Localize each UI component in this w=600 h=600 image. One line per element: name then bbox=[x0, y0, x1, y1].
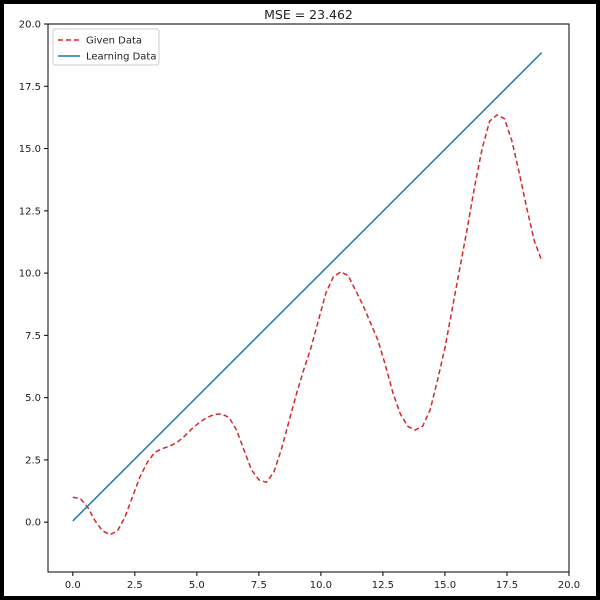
y-tick-label: 12.5 bbox=[19, 206, 41, 217]
legend-label-given-data: Given Data bbox=[86, 36, 142, 47]
y-tick-label: 7.5 bbox=[25, 331, 41, 342]
plot-area-frame bbox=[47, 23, 570, 573]
x-axis: 0.0 2.5 5.0 7.5 10.0 12.5 15.0 17.5 20.0 bbox=[65, 572, 580, 591]
x-tick-label: 20.0 bbox=[558, 580, 580, 591]
x-tick-label: 5.0 bbox=[189, 580, 205, 591]
legend: Given Data Learning Data bbox=[52, 28, 160, 66]
series-layer bbox=[72, 52, 543, 536]
series-line-learning-data bbox=[72, 52, 543, 522]
x-tick-label: 0.0 bbox=[65, 580, 81, 591]
y-tick-label: 20.0 bbox=[19, 20, 41, 31]
x-tick-label: 2.5 bbox=[127, 580, 143, 591]
y-tick-label: 15.0 bbox=[19, 144, 41, 155]
figure: 0.0 2.5 5.0 7.5 10.0 12.5 15.0 17.5 20.0 0.0 2.5 5… bbox=[4, 4, 596, 596]
y-axis: 0.0 2.5 5.0 7.5 10.0 12.5 15.0 17.5 20.0 bbox=[19, 20, 48, 529]
legend-label-learning-data: Learning Data bbox=[86, 52, 156, 63]
x-tick-label: 7.5 bbox=[251, 580, 267, 591]
chart-title: MSE = 23.462 bbox=[264, 7, 353, 22]
y-tick-label: 0.0 bbox=[25, 518, 41, 529]
y-tick-label: 10.0 bbox=[19, 269, 41, 280]
x-tick-label: 15.0 bbox=[434, 580, 456, 591]
x-tick-label: 12.5 bbox=[372, 580, 394, 591]
x-tick-label: 10.0 bbox=[310, 580, 332, 591]
x-tick-label: 17.5 bbox=[496, 580, 518, 591]
y-tick-label: 5.0 bbox=[25, 393, 41, 404]
series-line-given-data bbox=[72, 114, 543, 536]
y-tick-label: 17.5 bbox=[19, 82, 41, 93]
line-chart: 0.0 2.5 5.0 7.5 10.0 12.5 15.0 17.5 20.0 0.0 2.5 5… bbox=[19, 7, 580, 591]
y-tick-label: 2.5 bbox=[25, 455, 41, 466]
